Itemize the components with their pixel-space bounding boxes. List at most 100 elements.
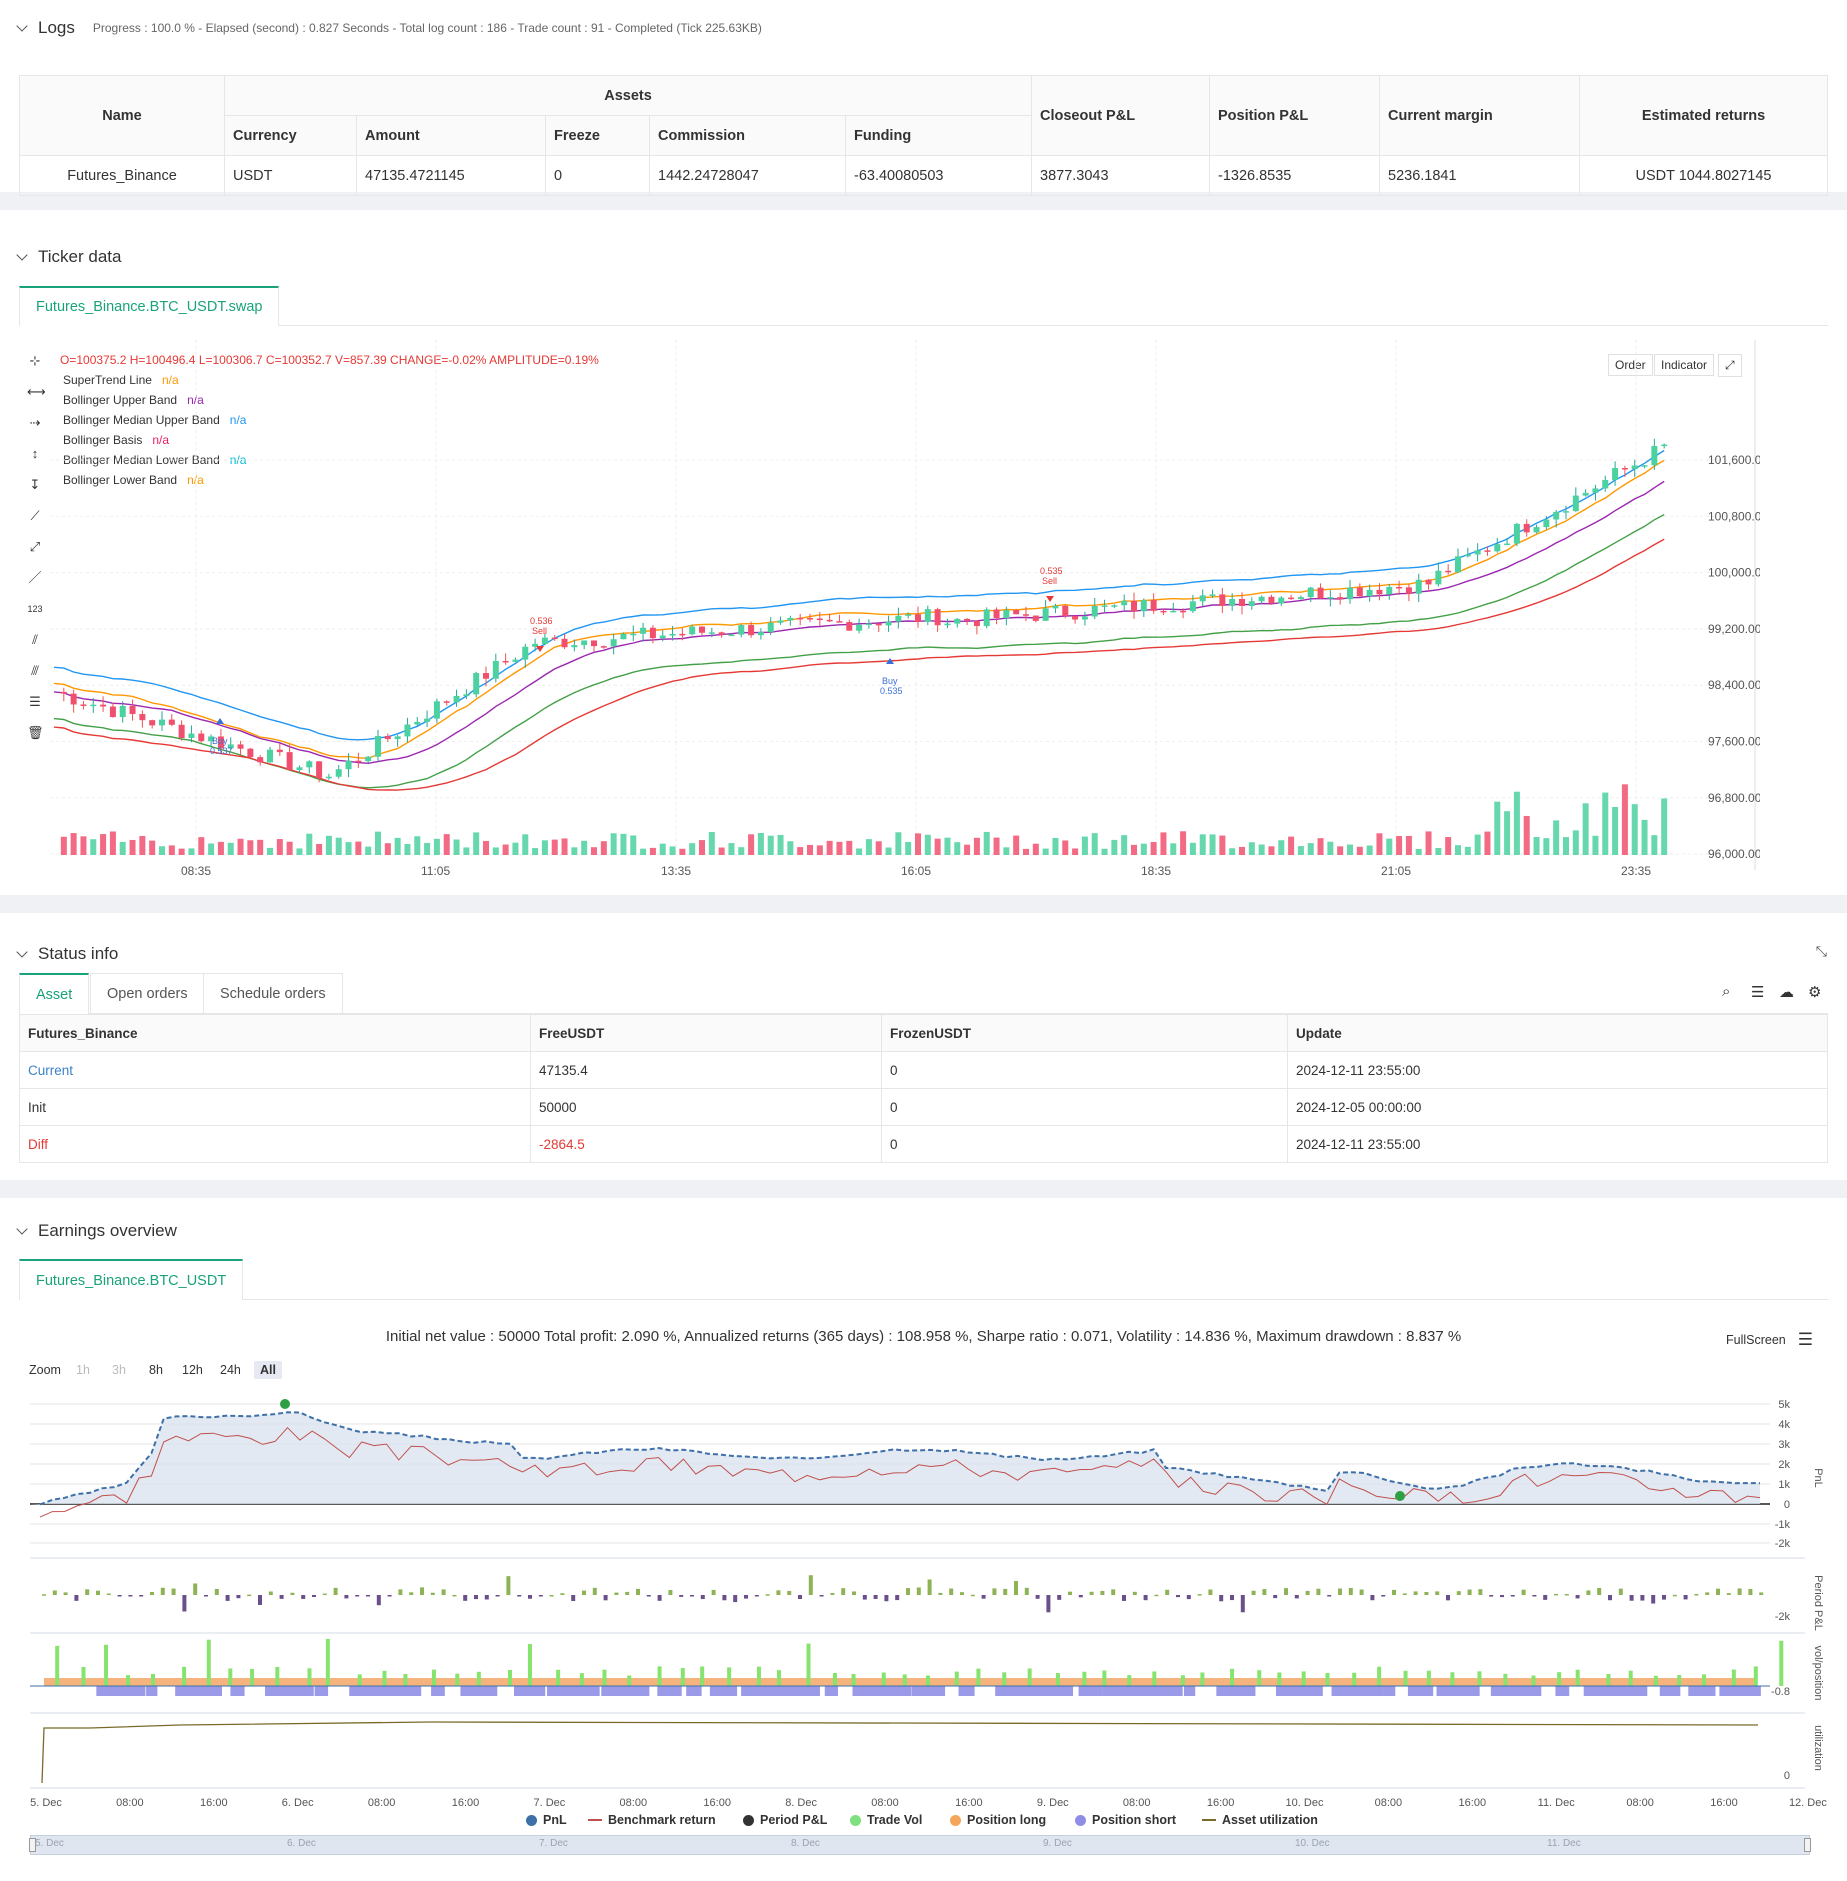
legend-trade-vol[interactable]: Trade Vol [850, 1813, 922, 1827]
trend-line-icon[interactable]: ⟋ [30, 508, 40, 523]
price-y-tick: 100,000.00 [1708, 566, 1760, 580]
fibonacci-icon[interactable]: ⫻ [31, 663, 39, 678]
tab-schedule-orders[interactable]: Schedule orders [203, 973, 343, 1014]
position-short-block [230, 1686, 245, 1696]
row-name: Futures_Binance [19, 155, 225, 196]
chevron-down-icon[interactable] [16, 249, 28, 261]
trade-vol-bar [1102, 1670, 1107, 1686]
row-amount: 47135.4721145 [356, 155, 546, 196]
period-pnl-bar [657, 1595, 662, 1601]
expand-icon[interactable]: ⤢ [1718, 354, 1742, 377]
logs-title: Logs [38, 18, 75, 37]
period-pnl-bar [128, 1595, 133, 1597]
candle-body [1160, 610, 1167, 613]
legend-period-pnl[interactable]: Period P&L [743, 1813, 827, 1827]
tab-btc-usdt[interactable]: Futures_Binance.BTC_USDT [19, 1259, 244, 1300]
volume-bar [1297, 846, 1304, 855]
row-label: Diff [19, 1125, 531, 1163]
navigator[interactable]: 5. Dec 6. Dec 7. Dec 8. Dec 9. Dec 10. Dec 11.… [29, 1835, 1811, 1855]
period-pnl-bar [873, 1595, 878, 1599]
horizontal-line-icon[interactable]: ⟷ [27, 384, 46, 399]
zoom-3h[interactable]: 3h [112, 1363, 126, 1377]
period-pnl-bar [441, 1589, 446, 1595]
tab-open-orders[interactable]: Open orders [90, 973, 205, 1014]
cloud-download-icon[interactable]: ☁ [1779, 984, 1794, 1001]
menu-icon[interactable]: ☰ [1797, 1330, 1813, 1349]
ticker-header[interactable]: Ticker data [16, 247, 121, 267]
price-x-tick: 16:05 [901, 864, 931, 878]
zoom-all[interactable]: All [254, 1361, 282, 1379]
period-pnl-bar [571, 1595, 576, 1601]
period-pnl-bar [1662, 1595, 1666, 1600]
candle-body [924, 609, 931, 622]
volume-bar [394, 837, 401, 855]
candle-body [159, 719, 165, 726]
search-icon[interactable]: ⌕ [1722, 983, 1731, 1000]
period-pnl-bar [1413, 1591, 1418, 1595]
legend-asset-util[interactable]: Asset utilization [1202, 1813, 1318, 1827]
legend-position-long[interactable]: Position long [950, 1813, 1046, 1827]
status-header[interactable]: Status info [16, 944, 118, 964]
candle-body [1327, 597, 1334, 599]
zoom-12h[interactable]: 12h [182, 1363, 203, 1377]
trade-vol-bar [1352, 1672, 1357, 1686]
candle-body [895, 615, 902, 622]
logs-header[interactable]: Logs Progress : 100.0 % - Elapsed (secon… [16, 18, 762, 38]
pnl-y-tick: 5k [1778, 1399, 1790, 1411]
legend-position-short[interactable]: Position short [1075, 1813, 1176, 1827]
volume-bar [306, 833, 313, 855]
zoom-1h[interactable]: 1h [76, 1363, 90, 1377]
period-pnl-bar [1348, 1587, 1353, 1595]
volume-bar [404, 844, 411, 855]
navigator-handle-left[interactable] [29, 1838, 36, 1852]
ray-line-icon[interactable]: ⤢ [29, 539, 41, 554]
navigator-handle-right[interactable] [1804, 1838, 1811, 1852]
earnings-chart[interactable]: 5k 4k 3k 2k 1k 0 -1k -2k PnL Period P&L vol/positi… [0, 1388, 1847, 1843]
zoom-24h[interactable]: 24h [220, 1363, 241, 1377]
period-pnl-bar [1608, 1595, 1612, 1601]
chevron-down-icon[interactable] [16, 20, 28, 32]
parallel-channel-icon[interactable]: ⫽ [32, 632, 38, 647]
tab-asset[interactable]: Asset [19, 973, 90, 1014]
list-icon[interactable]: ☰ [1751, 984, 1765, 1001]
position-short-block [1688, 1686, 1716, 1696]
tab-btc-swap[interactable]: Futures_Binance.BTC_USDT.swap [19, 286, 280, 326]
volume-bar [669, 846, 676, 855]
fullscreen-button[interactable]: FullScreen ☰ [1726, 1330, 1813, 1350]
collapse-icon[interactable]: ⤡ [1815, 943, 1827, 959]
volume-bar [1582, 803, 1589, 855]
period-pnl-bar [474, 1595, 478, 1600]
chevron-down-icon[interactable] [16, 946, 28, 958]
indicator-button[interactable]: Indicator [1654, 354, 1715, 376]
trade-vol-bar [150, 1673, 155, 1686]
segment-icon[interactable]: ／ [28, 570, 42, 585]
candle-body [630, 633, 637, 636]
trade-vol-bar [1653, 1675, 1658, 1686]
trash-icon[interactable]: 🗑 [27, 725, 44, 740]
candle-body [1023, 614, 1029, 616]
zoom-8h[interactable]: 8h [149, 1363, 163, 1377]
legend-pnl[interactable]: PnL [526, 1813, 567, 1827]
candle-body [198, 733, 205, 742]
candle-body [964, 618, 971, 621]
order-button[interactable]: Order [1608, 354, 1653, 376]
volume-bar [1337, 846, 1344, 855]
vertical-line-icon[interactable]: ↕ [31, 446, 39, 461]
row-estimated: USDT 1044.8027145 [1579, 155, 1828, 196]
gear-icon[interactable]: ⚙ [1808, 984, 1822, 1001]
volume-bar [1484, 831, 1491, 855]
horizontal-ray-icon[interactable]: ⇢ [29, 415, 41, 430]
fib-levels-icon[interactable]: ☰ [29, 694, 41, 709]
legend-benchmark[interactable]: Benchmark return [588, 1813, 716, 1827]
trade-vol-bar [126, 1675, 131, 1686]
vertical-ray-icon[interactable]: ↧ [29, 477, 41, 492]
price-label-icon[interactable]: 123 [27, 604, 43, 614]
chevron-down-icon[interactable] [16, 1223, 28, 1235]
period-pnl-bar [1640, 1595, 1645, 1601]
earnings-header[interactable]: Earnings overview [16, 1221, 177, 1241]
navigator-tick: 6. Dec [287, 1838, 316, 1849]
period-pnl-bar [42, 1594, 46, 1596]
crosshair-icon[interactable]: ⊹ [29, 353, 41, 368]
position-short-block [314, 1686, 329, 1696]
